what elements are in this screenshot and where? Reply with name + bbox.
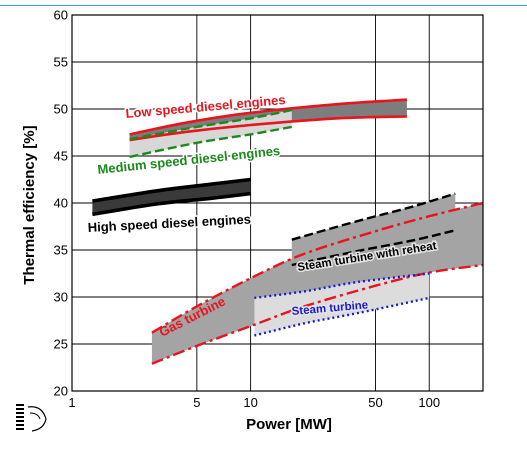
steam-turbine-with-reheat-upper-edge (291, 192, 456, 241)
y-tick-label: 35 (54, 243, 68, 258)
gas-turbine-lower-edge (151, 263, 483, 365)
y-tick-label: 20 (54, 384, 68, 399)
ticks: 20 25 30 35 40 45 50 55 60 1 5 10 50 100 (54, 8, 441, 411)
x-tick-label: 10 (243, 395, 257, 410)
high-speed-diesel-engines-lower-edge (92, 191, 251, 217)
y-tick-label: 45 (54, 149, 68, 164)
medium-speed-diesel-engines-band (129, 109, 292, 157)
low-speed-diesel-engines-lower-edge (129, 115, 407, 142)
y-tick-label: 50 (54, 102, 68, 117)
medium-speed-diesel-engines-lower-edge (129, 125, 293, 159)
x-tick-label: 50 (368, 395, 382, 410)
y-axis-title: Thermal efficiency [%] (21, 125, 38, 284)
band-edges (92, 98, 483, 365)
steam-turbine-with-reheat-band (291, 193, 456, 265)
y-tick-label: 30 (54, 290, 68, 305)
x-tick-label: 5 (193, 395, 200, 410)
steam-turbine-with-reheat-lower-edge (291, 229, 456, 267)
y-tick-label: 25 (54, 337, 68, 352)
gas-turbine-upper-edge (151, 201, 483, 334)
x-axis-title: Power [MW] (246, 416, 332, 433)
medium-speed-diesel-engines-upper-edge (129, 108, 293, 141)
high-speed-diesel-engines-band (92, 179, 251, 215)
x-tick-label: 1 (68, 395, 75, 410)
low-speed-diesel-engines-upper-edge (129, 98, 407, 136)
top-rule (0, 5, 527, 6)
steam-turbine-lower-edge (254, 296, 430, 337)
y-tick-label: 40 (54, 196, 68, 211)
high-speed-diesel-engines-upper-edge (92, 177, 251, 203)
y-tick-label: 60 (54, 8, 68, 23)
x-tick-label: 100 (418, 395, 440, 410)
steam-turbine-band (254, 273, 430, 336)
y-tick-label: 55 (54, 55, 68, 70)
logo-icon (16, 404, 47, 432)
plot-frame (71, 14, 484, 392)
